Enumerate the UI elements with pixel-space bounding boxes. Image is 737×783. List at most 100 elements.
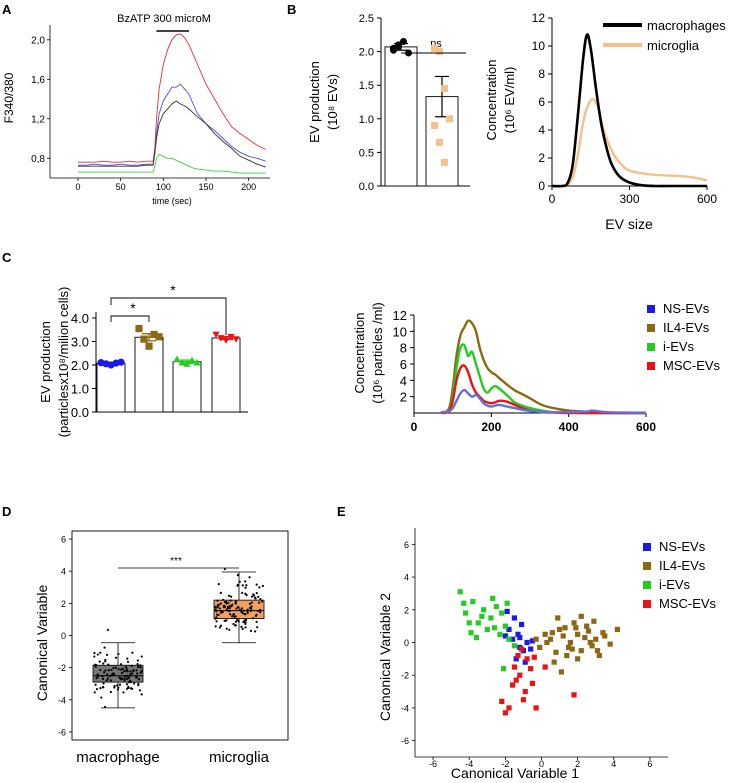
panel-d-point: [229, 599, 232, 602]
panel-e-point-IL4-EVs: [602, 633, 608, 639]
panel-d-point: [232, 622, 235, 626]
panel-d-point: [254, 614, 258, 618]
panel-b-dist-ytick-label: 8: [538, 67, 545, 81]
panel-c-point: [193, 359, 201, 366]
panel-d-point: [106, 673, 109, 676]
panel-c-legend-label: NS-EVs: [663, 301, 710, 316]
panel-d-point: [101, 675, 104, 678]
panel-d-point: [244, 613, 247, 616]
panel-c-dist-ylabel-1: Concentration: [352, 313, 367, 394]
panel-e-xlabel: Canonical Variable 1: [451, 765, 579, 781]
panel-d-point: [255, 583, 258, 586]
panel-e-point-i-EVs: [473, 634, 480, 641]
panel-e-legend-label: i-EVs: [659, 577, 691, 592]
panel-a-trace-green: [78, 153, 266, 174]
panel-d-point: [93, 651, 96, 655]
panel-d-point: [137, 682, 140, 686]
panel-d-point: [103, 646, 106, 649]
panel-d-point: [214, 608, 217, 611]
panel-d-point: [125, 677, 128, 680]
panel-e-legend-swatch: [643, 562, 651, 570]
panel-d-point: [236, 583, 239, 586]
panel-e-point-MSC-EVs: [513, 677, 519, 683]
panel-c-sig-bracket-2: [110, 297, 227, 335]
panel-d-point: [120, 671, 123, 675]
panel-d-point: [99, 668, 102, 672]
panel-c-dist-line-IL4-EVs: [440, 319, 647, 415]
panel-d-point: [137, 678, 141, 681]
panel-a-ylabel: F340/380: [2, 72, 16, 123]
panel-e-point-i-EVs: [468, 630, 474, 636]
panel-d-point: [94, 683, 97, 686]
panel-e-point-IL4-EVs: [596, 652, 602, 659]
panel-d-point: [244, 586, 247, 589]
panel-d-point: [140, 670, 143, 673]
panel-e-point-i-EVs: [499, 610, 505, 616]
panel-d-point: [240, 625, 243, 628]
panel-e-xtick-label: 4: [611, 759, 616, 769]
panel-d-point: [125, 683, 129, 686]
panel-d-point: [222, 598, 225, 601]
panel-d-point: [250, 601, 253, 604]
panel-d-point: [225, 602, 228, 605]
panel-b-point: [436, 48, 443, 56]
panel-d-point: [101, 686, 105, 689]
panel-d-point: [234, 620, 238, 623]
panel-d-point: [214, 605, 217, 609]
panel-b-bar-ytick-label: 2.5: [359, 13, 374, 25]
panel-e-point-MSC-EVs: [519, 646, 525, 652]
panel-e-point-i-EVs: [461, 600, 467, 606]
panel-e-point-IL4-EVs: [587, 639, 593, 646]
panel-d-point: [128, 680, 132, 683]
panel-d-point: [248, 602, 252, 605]
panel-e-point-i-EVs: [481, 607, 487, 613]
panel-d-point: [241, 627, 244, 631]
panel-e-point-i-EVs: [457, 589, 463, 595]
panel-d-point: [99, 651, 102, 654]
panel-b-dist-ylabel-2: (10⁶ EV/ml): [502, 67, 517, 134]
panel-c-bar-ylabel-2: (particlesx10⁸/milion cells): [56, 287, 71, 438]
panel-d-ytick-label: 6: [61, 535, 66, 545]
panel-d-ytick-label: 4: [61, 567, 66, 577]
panel-c-point: [217, 335, 225, 342]
panel-e-point-i-EVs: [488, 615, 494, 621]
panel-e-point-IL4-EVs: [547, 636, 554, 642]
panel-d-box-macrophage: [92, 664, 144, 683]
panel-d-point: [234, 600, 238, 603]
panel-d-point: [122, 691, 125, 694]
panel-a-xtick-label: 100: [156, 182, 171, 192]
panel-d-point: [258, 608, 262, 612]
panel-d-point: [136, 672, 139, 675]
panel-b-dist-ytick-label: 6: [538, 95, 545, 109]
panel-d-point: [99, 687, 102, 690]
panel-e-point-NS-EVs: [513, 656, 519, 662]
panel-c-bar-ylabel-1: EV production: [38, 321, 53, 403]
panel-c-dist-ytick-label: 10: [393, 324, 407, 339]
panel-d-point: [244, 622, 247, 626]
panel-b-dist-ytick-label: 2: [538, 151, 545, 165]
panel-e-point-NS-EVs: [519, 621, 525, 628]
panel-e-point-MSC-EVs: [531, 654, 537, 660]
panel-c-legend: NS-EVs IL4-EVs i-EVs MSC-EVs: [647, 301, 721, 373]
panel-b-bar-chart: EV production (10⁸ EVs) ns 0.00.51.01.52…: [307, 13, 470, 193]
panel-c-point: [150, 330, 158, 339]
panel-d-point: [112, 672, 115, 675]
panel-c-point: [232, 336, 240, 343]
panel-d-point: [219, 611, 222, 614]
panel-a-xtick-label: 200: [241, 182, 256, 192]
panel-b-dist-xtick-label: 600: [697, 192, 717, 206]
panel-e-point-i-EVs: [470, 599, 476, 605]
panel-c-point: [173, 355, 181, 363]
panel-d-point: [244, 580, 247, 583]
panel-d-point: [234, 624, 237, 627]
panel-d-point: [96, 675, 99, 678]
panel-d-point: [106, 677, 110, 680]
panel-d-xtick-label: microglia: [209, 749, 270, 766]
panel-d-point: [126, 657, 129, 660]
panel-e-point-IL4-EVs: [562, 625, 568, 631]
panel-d-point: [117, 668, 120, 671]
panel-b-point: [431, 44, 438, 52]
panel-e-point-IL4-EVs: [569, 646, 575, 652]
panel-c-legend-swatch: [647, 305, 655, 313]
panel-e-point-IL4-EVs: [567, 639, 574, 646]
